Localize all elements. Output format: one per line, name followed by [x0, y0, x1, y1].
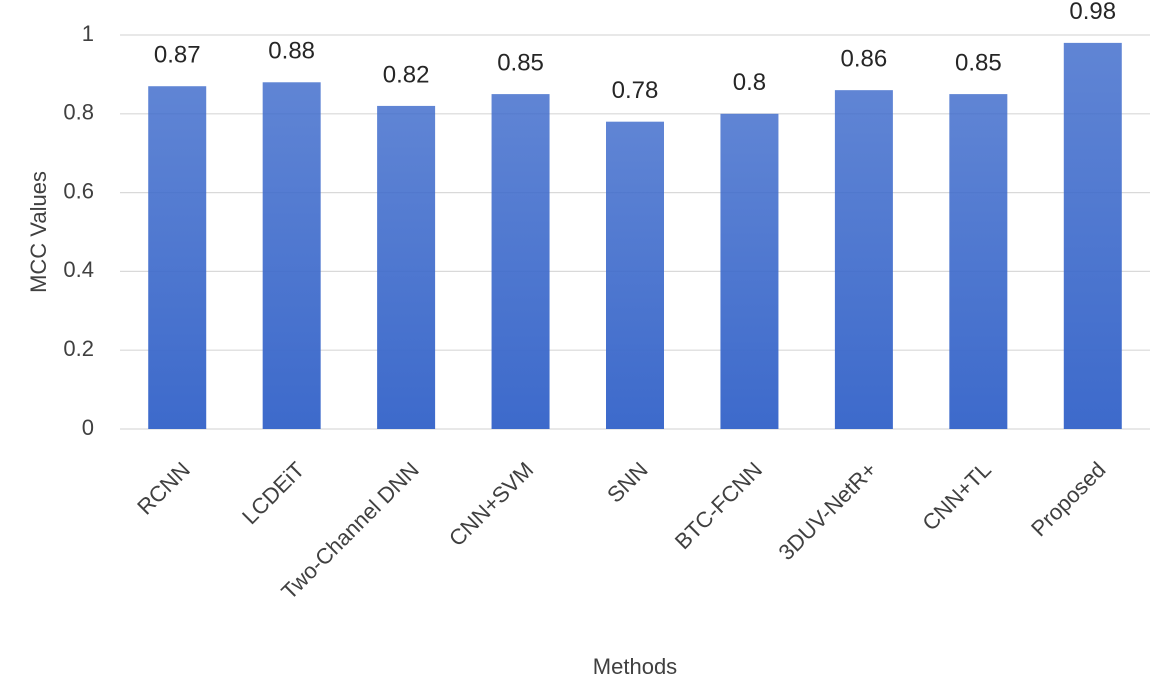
x-tick-label: CNN+TL	[917, 457, 996, 536]
data-label: 0.85	[497, 49, 544, 76]
bar	[491, 94, 550, 429]
y-tick-label: 0.4	[63, 257, 94, 282]
x-tick-label: Proposed	[1026, 457, 1110, 541]
x-tick-label: 3DUV-NetR+	[774, 457, 882, 565]
bar	[377, 105, 436, 430]
x-tick-label: LCDEiT	[237, 457, 309, 529]
data-label: 0.78	[612, 77, 659, 104]
y-tick-label: 0	[82, 415, 94, 440]
y-axis-title: MCC Values	[26, 171, 51, 293]
x-tick-label: BTC-FCNN	[670, 457, 767, 554]
y-tick-label: 0.2	[63, 336, 94, 361]
y-tick-label: 0.8	[63, 100, 94, 125]
data-label: 0.8	[733, 69, 766, 96]
bar	[606, 121, 664, 430]
bar	[720, 113, 779, 430]
y-tick-label: 0.6	[63, 178, 94, 203]
data-label: 0.87	[154, 42, 201, 69]
x-tick-label: CNN+SVM	[444, 457, 538, 551]
bar	[148, 86, 207, 429]
x-axis-title: Methods	[593, 654, 677, 679]
bar	[1063, 42, 1122, 429]
data-label: 0.98	[1069, 0, 1116, 25]
y-tick-label: 1	[82, 21, 94, 46]
x-tick-label: RCNN	[132, 457, 195, 520]
bar	[262, 82, 321, 429]
data-label: 0.88	[268, 38, 315, 65]
x-tick-label: SNN	[602, 457, 653, 508]
bar	[949, 94, 1008, 429]
data-label: 0.82	[383, 61, 430, 88]
data-label: 0.85	[955, 49, 1002, 76]
data-label: 0.86	[841, 46, 888, 73]
bar	[834, 90, 893, 429]
